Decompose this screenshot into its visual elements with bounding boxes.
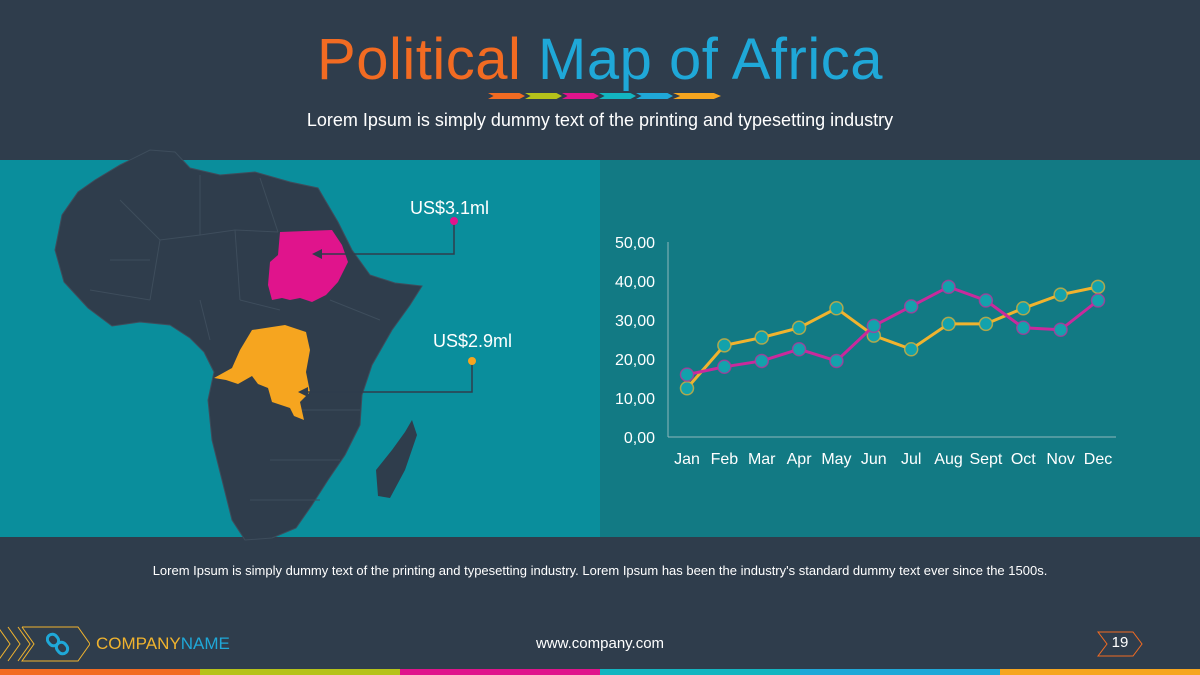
footer-chevrons (0, 626, 90, 662)
page-title: Political Map of Africa (317, 27, 883, 92)
y-tick-label: 50,00 (615, 235, 655, 252)
series-magenta-point (1016, 320, 1031, 336)
description-text: Lorem Ipsum is simply dummy text of the … (152, 563, 1048, 578)
page-number: 19 (1111, 634, 1129, 651)
series-magenta-point (679, 367, 695, 382)
series-yellow-line (685, 285, 1099, 390)
series-yellow-point (679, 381, 695, 396)
madagascar (376, 420, 417, 498)
x-tick-label: Feb (711, 451, 739, 468)
series-magenta-point (1090, 293, 1106, 308)
footer-color-bar (0, 669, 1200, 675)
sudan-callout-line (318, 221, 455, 255)
y-tick-label: 40,00 (615, 274, 655, 291)
x-tick-label: Mar (748, 451, 776, 468)
page-number-badge (1097, 631, 1143, 657)
series-magenta-point (754, 353, 769, 369)
y-tick-label: 30,00 (615, 313, 655, 330)
company-name: COMPANYNAME (96, 634, 230, 653)
chart-panel (600, 160, 1200, 537)
line-chart: 0,00 10,00 20,00 30,00 40,00 50,00 Jan Feb Mar Ap… (615, 235, 1116, 468)
x-tick-label: Dec (1084, 451, 1112, 468)
x-tick-label: Aug (934, 451, 962, 468)
x-tick-label: Sept (969, 451, 1002, 468)
y-tick-label: 0,00 (624, 430, 655, 447)
series-magenta-point (791, 342, 807, 357)
x-tick-label: Nov (1046, 451, 1074, 468)
series-magenta-point (829, 353, 844, 369)
subtitle: Lorem Ipsum is simply dummy text of the … (306, 110, 894, 130)
x-tick-label: Jun (861, 451, 887, 468)
series-yellow-point (1016, 301, 1031, 316)
x-tick-label: Jul (901, 451, 921, 468)
series-magenta-point (1053, 322, 1068, 337)
series-yellow-point (941, 316, 956, 332)
x-tick-label: Oct (1011, 451, 1036, 468)
country-borders (89, 175, 381, 501)
series-yellow-point (754, 330, 769, 345)
sudan-arrow (312, 249, 322, 259)
sudan-highlight (268, 230, 348, 302)
x-tick-label: May (821, 451, 851, 468)
series-yellow-point (978, 316, 994, 332)
y-tick-label: 20,00 (615, 352, 655, 369)
series-magenta-line (686, 285, 1099, 377)
drc-callout-label: US$2.9ml (433, 331, 512, 351)
series-yellow-point (717, 338, 732, 353)
drc-callout-line (304, 361, 473, 393)
series-magenta-point (978, 293, 994, 308)
series-yellow-point (791, 320, 807, 336)
series-yellow-point (1053, 287, 1068, 302)
series-magenta-point (903, 299, 919, 314)
sudan-callout-dot (450, 217, 458, 225)
website-url[interactable]: www.company.com (535, 635, 665, 652)
x-tick-label: Jan (674, 451, 700, 468)
link-icon (46, 632, 70, 656)
series-magenta-point (866, 318, 882, 334)
drc-callout-dot (468, 357, 476, 365)
x-tick-label: Apr (787, 451, 813, 468)
y-tick-label: 10,00 (615, 391, 655, 408)
drc-highlight (214, 325, 310, 420)
series-magenta-point (941, 279, 956, 295)
series-yellow-point (903, 342, 919, 357)
title-ribbon (488, 93, 721, 99)
series-yellow-point (1090, 279, 1106, 295)
series-yellow-point (829, 301, 844, 316)
drc-arrow (298, 387, 308, 397)
series-magenta-point (717, 359, 732, 375)
sudan-callout-label: US$3.1ml (410, 198, 489, 218)
africa-continent (54, 149, 423, 541)
